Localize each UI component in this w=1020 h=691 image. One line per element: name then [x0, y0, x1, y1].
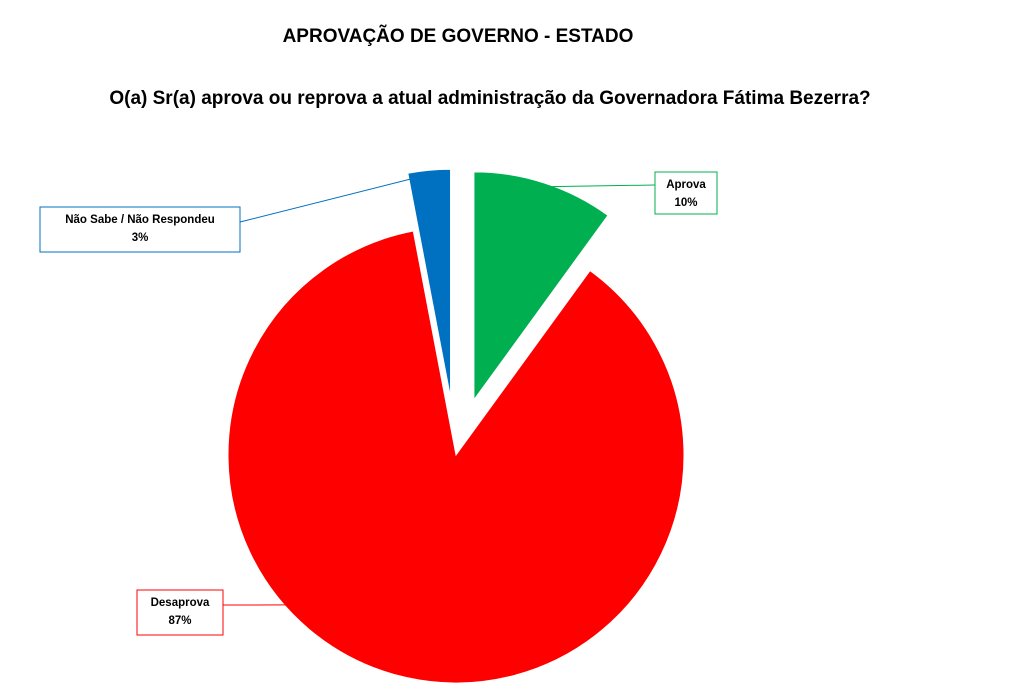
slice-value-label: 3% [132, 232, 149, 244]
callout-line [239, 173, 430, 223]
slice-value-label: 10% [674, 197, 697, 209]
callout-line [543, 184, 656, 188]
pie-slice [407, 168, 452, 398]
pie-slice [473, 171, 609, 402]
slice-value-label: 87% [168, 615, 191, 627]
callout-box [136, 589, 224, 636]
slice-label: Desaprova [151, 597, 210, 609]
slice-label: Aprova [666, 179, 706, 191]
pie-slice [227, 230, 685, 684]
chart-subtitle: O(a) Sr(a) aprova ou reprova a atual adm… [109, 88, 870, 109]
chart-title: APROVAÇÃO DE GOVERNO - ESTADO [283, 25, 634, 47]
slice-label: Não Sabe / Não Respondeu [65, 214, 215, 226]
callout-box [39, 206, 241, 253]
callout-box [654, 171, 718, 215]
